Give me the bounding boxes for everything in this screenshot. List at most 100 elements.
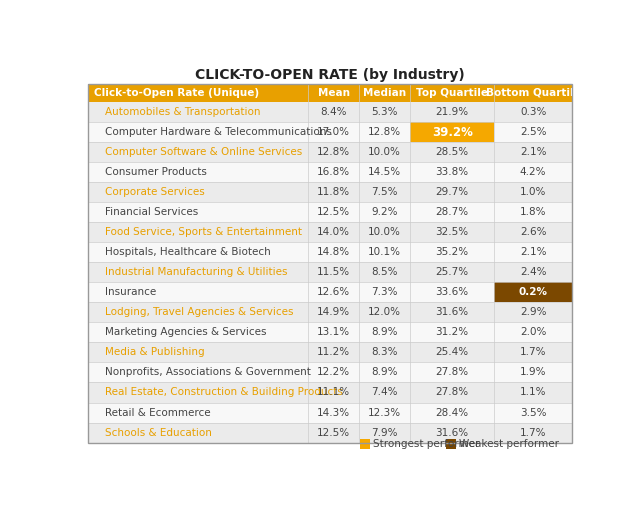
Text: Marketing Agencies & Services: Marketing Agencies & Services bbox=[106, 327, 267, 337]
FancyBboxPatch shape bbox=[88, 262, 572, 282]
FancyBboxPatch shape bbox=[88, 382, 572, 402]
FancyBboxPatch shape bbox=[88, 182, 572, 203]
Text: 1.8%: 1.8% bbox=[520, 207, 546, 218]
Text: Top Quartile: Top Quartile bbox=[416, 88, 488, 98]
Text: 1.1%: 1.1% bbox=[520, 387, 546, 397]
FancyBboxPatch shape bbox=[88, 242, 572, 262]
Text: 0.2%: 0.2% bbox=[518, 287, 547, 297]
Text: Consumer Products: Consumer Products bbox=[106, 167, 207, 177]
Text: CLICK-TO-OPEN RATE (by Industry): CLICK-TO-OPEN RATE (by Industry) bbox=[195, 67, 465, 81]
Text: Financial Services: Financial Services bbox=[106, 207, 198, 218]
Text: Nonprofits, Associations & Government: Nonprofits, Associations & Government bbox=[106, 367, 311, 378]
FancyBboxPatch shape bbox=[88, 423, 572, 442]
FancyBboxPatch shape bbox=[88, 203, 572, 222]
Text: 7.4%: 7.4% bbox=[371, 387, 398, 397]
Text: 5.3%: 5.3% bbox=[371, 107, 398, 117]
Text: 3.5%: 3.5% bbox=[520, 408, 546, 418]
Text: 8.9%: 8.9% bbox=[371, 327, 398, 337]
Text: 31.6%: 31.6% bbox=[435, 427, 469, 438]
Text: 14.0%: 14.0% bbox=[317, 227, 350, 237]
FancyBboxPatch shape bbox=[88, 363, 572, 382]
Text: Media & Publishing: Media & Publishing bbox=[106, 348, 205, 357]
Text: 2.1%: 2.1% bbox=[520, 147, 546, 157]
FancyBboxPatch shape bbox=[446, 439, 457, 449]
Text: 12.6%: 12.6% bbox=[317, 287, 350, 297]
Text: 12.5%: 12.5% bbox=[317, 207, 350, 218]
Text: Schools & Education: Schools & Education bbox=[106, 427, 212, 438]
FancyBboxPatch shape bbox=[88, 322, 572, 342]
Text: 12.3%: 12.3% bbox=[368, 408, 401, 418]
Text: Food Service, Sports & Entertainment: Food Service, Sports & Entertainment bbox=[106, 227, 302, 237]
Text: 11.5%: 11.5% bbox=[317, 267, 350, 277]
Text: 9.2%: 9.2% bbox=[371, 207, 398, 218]
Text: 35.2%: 35.2% bbox=[435, 248, 469, 257]
Text: 12.0%: 12.0% bbox=[368, 307, 401, 318]
Text: Bottom Quartile: Bottom Quartile bbox=[486, 88, 580, 98]
Text: 17.0%: 17.0% bbox=[317, 127, 350, 137]
Text: 16.8%: 16.8% bbox=[317, 167, 350, 177]
Text: 1.7%: 1.7% bbox=[520, 348, 546, 357]
Text: 12.8%: 12.8% bbox=[368, 127, 401, 137]
Text: 7.5%: 7.5% bbox=[371, 188, 398, 197]
FancyBboxPatch shape bbox=[88, 303, 572, 322]
Text: 14.8%: 14.8% bbox=[317, 248, 350, 257]
Text: 14.9%: 14.9% bbox=[317, 307, 350, 318]
Text: 13.1%: 13.1% bbox=[317, 327, 350, 337]
Text: 8.3%: 8.3% bbox=[371, 348, 398, 357]
Text: 8.9%: 8.9% bbox=[371, 367, 398, 378]
Text: 10.0%: 10.0% bbox=[368, 227, 401, 237]
Text: 39.2%: 39.2% bbox=[431, 126, 473, 139]
Text: 10.0%: 10.0% bbox=[368, 147, 401, 157]
Text: 2.1%: 2.1% bbox=[520, 248, 546, 257]
Text: Click-to-Open Rate (Unique): Click-to-Open Rate (Unique) bbox=[95, 88, 260, 98]
Text: 8.4%: 8.4% bbox=[321, 107, 347, 117]
Text: Industrial Manufacturing & Utilities: Industrial Manufacturing & Utilities bbox=[106, 267, 288, 277]
Text: 25.4%: 25.4% bbox=[435, 348, 469, 357]
Text: 11.8%: 11.8% bbox=[317, 188, 350, 197]
FancyBboxPatch shape bbox=[88, 142, 572, 162]
FancyBboxPatch shape bbox=[410, 122, 495, 142]
Text: 25.7%: 25.7% bbox=[435, 267, 469, 277]
Text: 4.2%: 4.2% bbox=[520, 167, 546, 177]
Text: 27.8%: 27.8% bbox=[435, 367, 469, 378]
Text: 11.1%: 11.1% bbox=[317, 387, 350, 397]
Text: 2.6%: 2.6% bbox=[520, 227, 546, 237]
Text: 31.6%: 31.6% bbox=[435, 307, 469, 318]
Text: Automobiles & Transportation: Automobiles & Transportation bbox=[106, 107, 261, 117]
Text: Computer Hardware & Telecommunications: Computer Hardware & Telecommunications bbox=[106, 127, 332, 137]
Text: Corporate Services: Corporate Services bbox=[106, 188, 205, 197]
FancyBboxPatch shape bbox=[88, 342, 572, 363]
Text: Lodging, Travel Agencies & Services: Lodging, Travel Agencies & Services bbox=[106, 307, 294, 318]
Text: 1.7%: 1.7% bbox=[520, 427, 546, 438]
Text: Retail & Ecommerce: Retail & Ecommerce bbox=[106, 408, 211, 418]
FancyBboxPatch shape bbox=[88, 84, 572, 102]
Text: 2.9%: 2.9% bbox=[520, 307, 546, 318]
Text: 2.0%: 2.0% bbox=[520, 327, 546, 337]
FancyBboxPatch shape bbox=[495, 282, 572, 303]
Text: 2.4%: 2.4% bbox=[520, 267, 546, 277]
Text: 27.8%: 27.8% bbox=[435, 387, 469, 397]
Text: 33.6%: 33.6% bbox=[435, 287, 469, 297]
Text: 32.5%: 32.5% bbox=[435, 227, 469, 237]
Text: 14.5%: 14.5% bbox=[368, 167, 401, 177]
Text: 0.3%: 0.3% bbox=[520, 107, 546, 117]
Text: 29.7%: 29.7% bbox=[435, 188, 469, 197]
Text: 2.5%: 2.5% bbox=[520, 127, 546, 137]
Text: Computer Software & Online Services: Computer Software & Online Services bbox=[106, 147, 303, 157]
Text: 31.2%: 31.2% bbox=[435, 327, 469, 337]
Text: Insurance: Insurance bbox=[106, 287, 156, 297]
Text: Strongest performer: Strongest performer bbox=[373, 439, 479, 449]
Text: 33.8%: 33.8% bbox=[435, 167, 469, 177]
Text: 28.4%: 28.4% bbox=[435, 408, 469, 418]
FancyBboxPatch shape bbox=[88, 282, 572, 303]
Text: 12.2%: 12.2% bbox=[317, 367, 350, 378]
Text: Real Estate, Construction & Building Products: Real Estate, Construction & Building Pro… bbox=[106, 387, 343, 397]
FancyBboxPatch shape bbox=[88, 122, 572, 142]
Text: Median: Median bbox=[363, 88, 406, 98]
Text: 14.3%: 14.3% bbox=[317, 408, 350, 418]
Text: 12.8%: 12.8% bbox=[317, 147, 350, 157]
Text: 1.0%: 1.0% bbox=[520, 188, 546, 197]
FancyBboxPatch shape bbox=[88, 402, 572, 423]
FancyBboxPatch shape bbox=[359, 439, 370, 449]
FancyBboxPatch shape bbox=[88, 222, 572, 242]
